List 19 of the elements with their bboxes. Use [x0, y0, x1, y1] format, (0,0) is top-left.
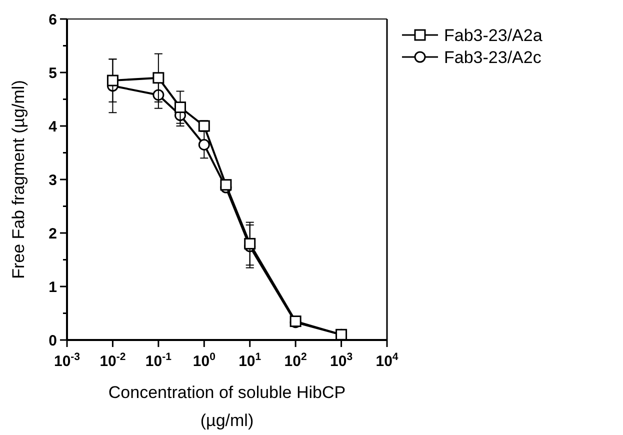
y-tick-label: 0 [48, 332, 57, 350]
x-tick-label: 10$^{-1}$ [145, 351, 172, 370]
y-tick-label: 6 [48, 11, 57, 28]
x-axis-title: Concentration of soluble HibCP (µg/ml) [108, 383, 346, 430]
y-tick-label: 1 [48, 278, 57, 296]
legend-label: Fab3-23/A2a [444, 26, 543, 45]
x-tick-label: 10$^{0}$ [192, 351, 216, 370]
legend-label: Fab3-23/A2c [444, 48, 542, 67]
x-tick-label: 10$^{1}$ [238, 351, 262, 370]
x-tick-label: 10$^{2}$ [284, 351, 307, 370]
y-tick-label: 2 [48, 225, 57, 242]
x-tick-label: 10$^{-2}$ [100, 351, 126, 370]
y-tick-label: 3 [48, 172, 57, 189]
y-tick-label: 4 [48, 118, 58, 136]
x-tick-label: 10$^{4}$ [376, 351, 398, 370]
y-tick-label: 5 [48, 64, 57, 82]
x-tick-label: 10$^{-3}$ [54, 351, 80, 370]
x-tick-label: 10$^{3}$ [330, 351, 353, 370]
y-axis-title: Free Fab fragment (µg/ml) [9, 80, 28, 279]
